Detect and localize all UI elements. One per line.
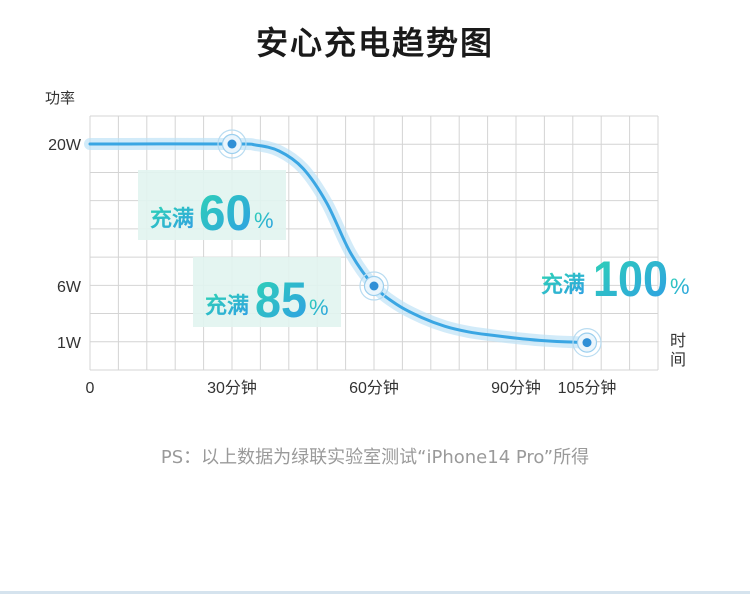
page-title: 安心充电趋势图	[255, 24, 494, 62]
bottom-divider	[0, 591, 750, 594]
annotation-unit: %	[670, 274, 690, 299]
x-tick-label: 105分钟	[558, 379, 617, 397]
series-line	[88, 142, 589, 345]
x-tick-label: 60分钟	[349, 379, 399, 397]
x-axis-title-char: 时	[670, 332, 686, 350]
marker-ring-outer	[359, 271, 389, 301]
x-tick-label: 90分钟	[491, 379, 541, 397]
annotation-prefix: 充满	[150, 206, 194, 232]
y-tick-label: 6W	[57, 279, 82, 296]
y-tick-label: 1W	[57, 335, 82, 352]
footnote: PS：以上数据为绿联实验室测试“iPhone14 Pro”所得	[160, 447, 590, 468]
annotation-box-layer	[138, 170, 341, 327]
annotation-box-60	[138, 170, 286, 240]
annotation-value: 100	[593, 251, 668, 307]
data-marker	[582, 338, 592, 348]
series-layer	[84, 137, 593, 349]
data-marker	[369, 281, 379, 291]
annotation-box-85	[193, 257, 341, 327]
annotation-value: 85	[255, 272, 307, 328]
y-tick-label: 20W	[48, 137, 82, 154]
marker-layer	[217, 129, 602, 358]
annotation-unit: %	[254, 208, 274, 233]
x-tick-label: 30分钟	[207, 379, 257, 397]
marker-ring-outer	[217, 129, 247, 159]
x-axis-title-char: 间	[670, 351, 686, 369]
annotation-prefix: 充满	[541, 272, 585, 298]
annotation-prefix: 充满	[205, 293, 249, 319]
annotation-unit: %	[309, 295, 329, 320]
y-axis-title: 功率	[45, 90, 75, 107]
x-tick-label: 0	[86, 380, 95, 397]
data-marker	[227, 139, 237, 149]
marker-ring-outer	[572, 328, 602, 358]
annotation-value: 60	[199, 185, 252, 241]
